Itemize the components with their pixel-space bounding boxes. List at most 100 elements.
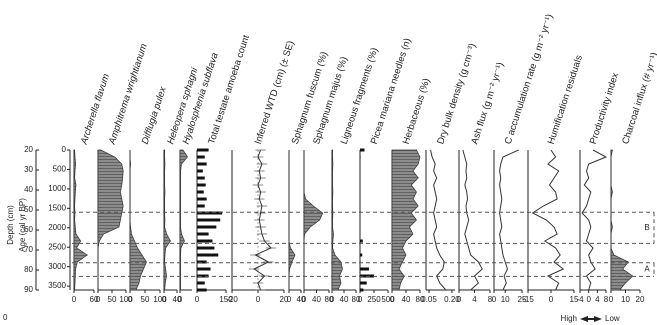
x-tick-label: 25 xyxy=(518,295,527,304)
bar xyxy=(197,281,205,285)
x-tick-label: 4 xyxy=(595,295,600,304)
bar xyxy=(197,155,205,159)
bar xyxy=(360,155,361,159)
x-tick-label: 0 xyxy=(287,295,292,304)
x-tick-label: 0 xyxy=(162,295,167,304)
line xyxy=(531,149,565,291)
bar xyxy=(197,267,211,271)
zone-label: A xyxy=(644,265,650,274)
bar xyxy=(197,176,205,180)
bar xyxy=(197,197,207,201)
bar xyxy=(197,190,204,194)
x-tick-label: 8 xyxy=(604,295,609,304)
x-tick-label: 100 xyxy=(119,295,133,304)
x-tick-label: 8 xyxy=(488,295,493,304)
x-tick-label: 500 xyxy=(381,295,395,304)
panel-title: Total testate amoeba count xyxy=(206,33,252,145)
bar xyxy=(197,274,209,278)
depth-tick-label: 40 xyxy=(24,185,33,194)
bar xyxy=(360,288,364,292)
area xyxy=(163,149,171,291)
area xyxy=(288,150,296,290)
x-tick-label: 0 xyxy=(330,295,335,304)
x-tick-label: 40 xyxy=(312,295,321,304)
depth-tick-label: 90 xyxy=(24,285,33,294)
x-tick-label: 50 xyxy=(108,295,117,304)
x-tick-label: 0 xyxy=(609,295,614,304)
x-tick-label: 150 xyxy=(219,295,233,304)
area xyxy=(129,150,147,291)
age-tick-label: 1500 xyxy=(48,203,66,212)
bar xyxy=(197,232,209,236)
panel-title: Difflugia pulex xyxy=(140,84,169,145)
bar xyxy=(360,253,363,257)
annotation-high: High xyxy=(561,314,577,323)
x-tick-label: 0 xyxy=(72,295,77,304)
line xyxy=(581,149,608,291)
age-tick-label: 3000 xyxy=(48,262,66,271)
x-tick-label: 0 xyxy=(128,295,133,304)
x-tick-label: 80 xyxy=(352,295,361,304)
x-tick-label: 80 xyxy=(416,295,425,304)
bar xyxy=(360,281,367,285)
line xyxy=(462,149,483,291)
x-tick-label: 60 xyxy=(90,295,99,304)
x-tick-label: -15 xyxy=(522,295,534,304)
area xyxy=(73,149,88,291)
x-tick-label: 0 xyxy=(302,295,307,304)
age-tick-label: 2000 xyxy=(48,223,66,232)
depth-tick-label: 80 xyxy=(24,265,33,274)
age-tick-label: 0 xyxy=(62,145,67,154)
depth-tick-label: 20 xyxy=(24,145,33,154)
panel-title: Ash flux (g m⁻² yr⁻¹) xyxy=(469,61,506,146)
bar xyxy=(197,211,223,215)
panel-title: Humification residuals xyxy=(546,54,585,146)
x-tick-label: 50 xyxy=(141,295,150,304)
bar xyxy=(197,239,213,243)
x-tick-label: 0 xyxy=(390,295,395,304)
x-tick-label: -4 xyxy=(576,295,584,304)
depth-tick-label: 50 xyxy=(24,205,33,214)
x-tick-label: 0 xyxy=(457,295,462,304)
x-tick-label: 0 xyxy=(586,295,591,304)
x-tick-label: 100 xyxy=(153,295,167,304)
corner-label: 0 xyxy=(3,313,8,322)
bar xyxy=(197,218,221,222)
panel-title: Dry bulk density (g cm⁻³) xyxy=(435,42,478,146)
x-tick-label: 10 xyxy=(501,295,510,304)
bar xyxy=(360,239,363,243)
x-tick-label: 0 xyxy=(492,295,497,304)
x-tick-label: 0.05 xyxy=(421,295,437,304)
x-tick-label: 0.20 xyxy=(444,295,460,304)
bar xyxy=(197,204,205,208)
annotation-low: Low xyxy=(605,314,620,323)
x-tick-label: 40 xyxy=(402,295,411,304)
double-arrow xyxy=(580,316,602,322)
x-tick-label: 80 xyxy=(325,295,334,304)
area xyxy=(610,149,634,291)
x-tick-label: 40 xyxy=(340,295,349,304)
area xyxy=(331,149,343,291)
bar xyxy=(197,253,219,257)
bar xyxy=(197,183,206,187)
bar xyxy=(197,148,209,152)
age-tick-label: 500 xyxy=(53,165,67,174)
bar xyxy=(197,162,207,166)
x-tick-label: 20 xyxy=(636,295,645,304)
depth-axis-label: Depth (cm) xyxy=(6,205,15,245)
x-tick-label: 0 xyxy=(195,295,200,304)
x-tick-label: 10 xyxy=(621,295,630,304)
bar xyxy=(197,225,217,229)
line xyxy=(253,149,272,291)
depth-tick-label: 30 xyxy=(24,165,33,174)
x-tick-label: 15 xyxy=(570,295,579,304)
line xyxy=(430,149,447,291)
bar xyxy=(197,288,207,292)
panel-title: Productivity index xyxy=(588,71,622,145)
area xyxy=(303,150,324,290)
panel-title: Archerella flavum xyxy=(78,72,111,146)
bar xyxy=(197,246,215,250)
bar xyxy=(197,169,203,173)
